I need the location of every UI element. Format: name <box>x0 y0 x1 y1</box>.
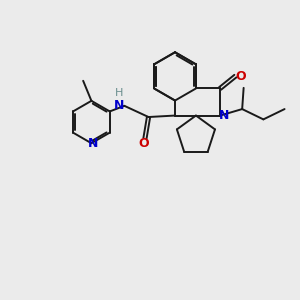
Text: N: N <box>219 109 230 122</box>
Text: O: O <box>138 137 149 150</box>
Text: N: N <box>114 99 124 112</box>
Text: O: O <box>236 70 246 83</box>
Text: N: N <box>88 137 98 150</box>
Text: H: H <box>115 88 123 98</box>
